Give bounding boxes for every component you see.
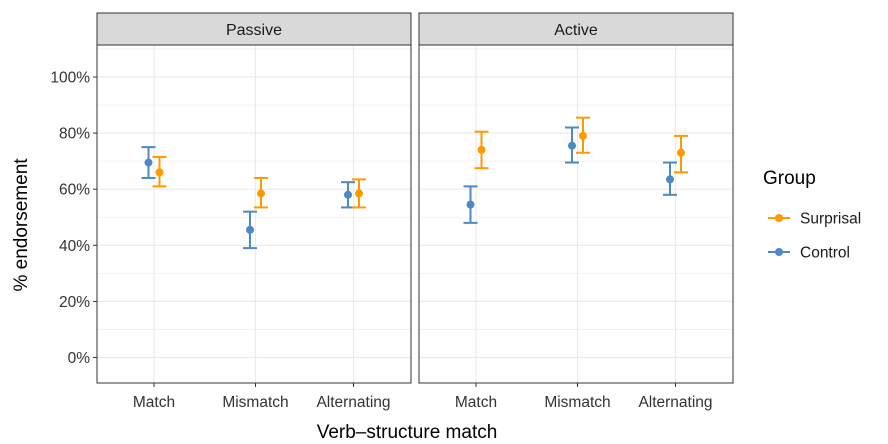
legend: Group Surprisal Control bbox=[763, 168, 861, 262]
series-surprisal bbox=[152, 155, 366, 209]
legend-label: Surprisal bbox=[800, 211, 861, 228]
data-point bbox=[677, 148, 685, 157]
data-point bbox=[568, 141, 576, 150]
legend-key-point bbox=[775, 214, 783, 222]
y-tick-label: 60% bbox=[59, 182, 90, 199]
legend-items: Surprisal Control bbox=[768, 211, 861, 262]
data-point bbox=[344, 190, 352, 199]
legend-title: Group bbox=[763, 168, 816, 189]
panel-border bbox=[418, 44, 734, 384]
x-tick-label: Alternating bbox=[638, 394, 712, 411]
y-tick-label: 20% bbox=[59, 294, 90, 311]
y-tick-label: 40% bbox=[59, 238, 90, 255]
x-axis-title: Verb–structure match bbox=[317, 422, 498, 439]
facet-strip bbox=[96, 12, 412, 46]
facet-label: Passive bbox=[226, 22, 282, 39]
legend-item-control: Control bbox=[768, 245, 850, 262]
y-tick-label: 80% bbox=[59, 126, 90, 143]
panel-passive: Passive Match Mismatch Alternating bbox=[96, 12, 412, 411]
legend-key-point bbox=[775, 248, 783, 256]
series-control bbox=[463, 126, 677, 224]
data-point bbox=[477, 145, 486, 154]
data-point bbox=[579, 131, 587, 140]
data-point bbox=[144, 158, 153, 167]
data-point bbox=[246, 225, 254, 234]
x-tick-label: Match bbox=[455, 394, 497, 411]
panel-border bbox=[96, 44, 412, 384]
y-axis: 0% 20% 40% 60% 80% 100% bbox=[50, 70, 97, 367]
data-point bbox=[257, 189, 265, 198]
data-point bbox=[466, 200, 475, 209]
data-point bbox=[155, 168, 164, 177]
legend-label: Control bbox=[800, 245, 850, 262]
facet-strip bbox=[418, 12, 734, 46]
plot-background bbox=[97, 45, 411, 383]
x-tick-label: Match bbox=[133, 394, 175, 411]
series-surprisal bbox=[474, 116, 688, 174]
data-point bbox=[355, 189, 363, 198]
y-tick-label: 0% bbox=[68, 350, 91, 367]
x-tick-label: Alternating bbox=[316, 394, 390, 411]
x-tick-label: Mismatch bbox=[222, 394, 288, 411]
panel-active: Active Match Mismatch Alternating bbox=[418, 12, 734, 411]
data-point bbox=[666, 175, 674, 184]
y-axis-title: % endorsement bbox=[11, 158, 32, 292]
facet-label: Active bbox=[554, 22, 598, 39]
y-tick-label: 100% bbox=[50, 70, 90, 87]
panels: Passive Match Mismatch Alternating Active Mat… bbox=[50, 12, 734, 411]
legend-item-surprisal: Surprisal bbox=[768, 211, 861, 228]
series-control bbox=[141, 146, 355, 250]
x-tick-label: Mismatch bbox=[544, 394, 610, 411]
plot-background bbox=[419, 45, 733, 383]
